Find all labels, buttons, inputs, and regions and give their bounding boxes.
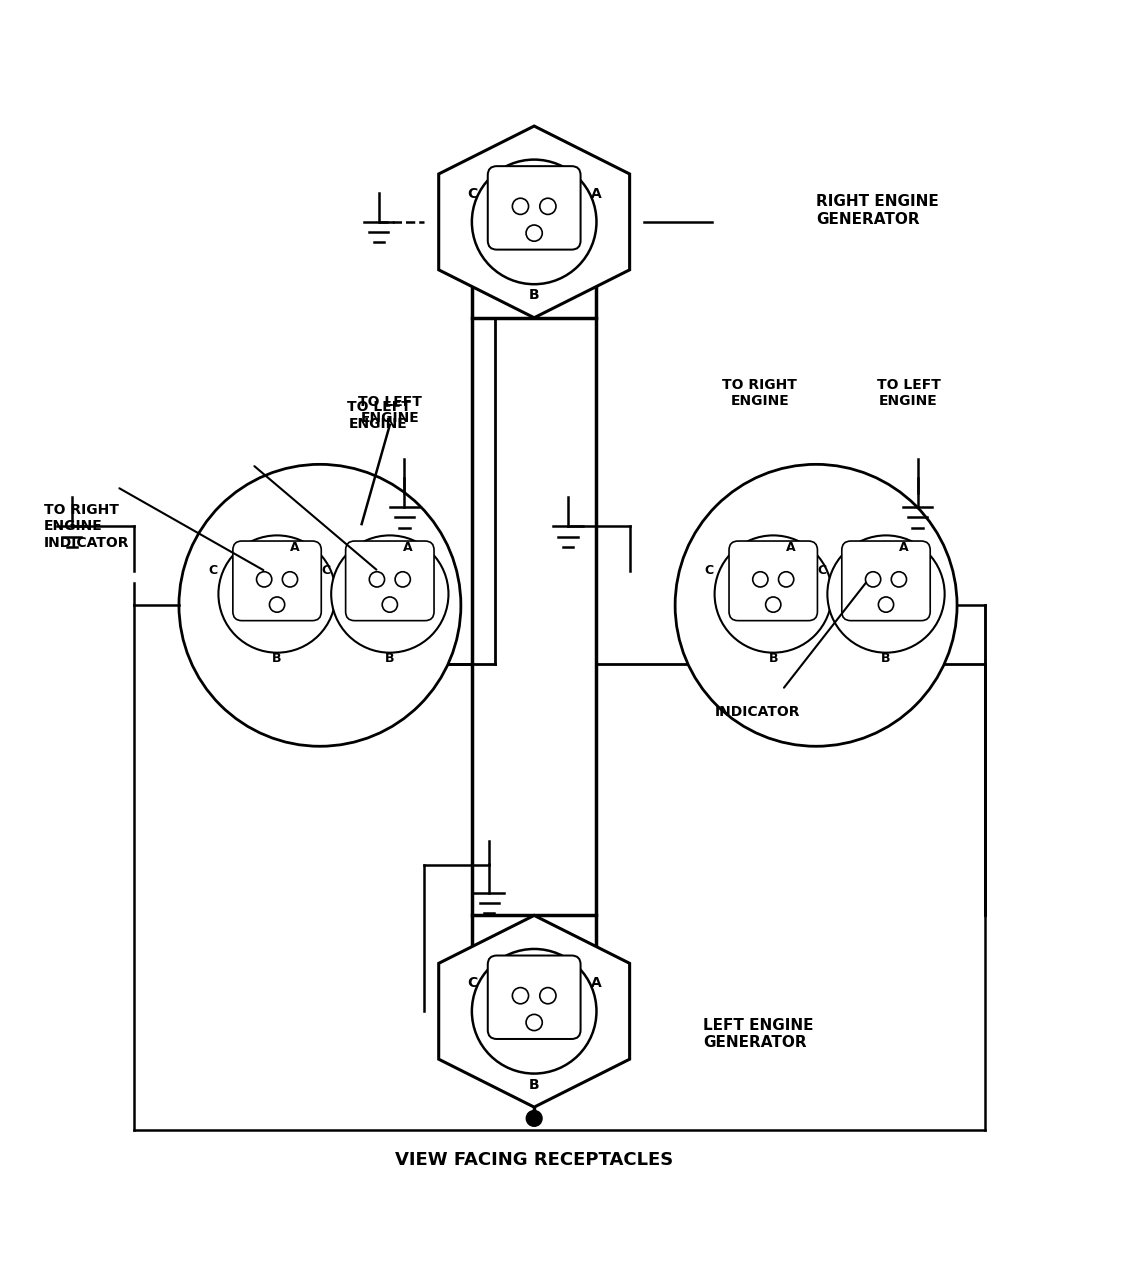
- Circle shape: [766, 597, 780, 612]
- Circle shape: [526, 1110, 542, 1126]
- Circle shape: [471, 949, 596, 1073]
- FancyBboxPatch shape: [842, 541, 930, 621]
- Circle shape: [512, 198, 528, 214]
- Polygon shape: [438, 125, 629, 318]
- Circle shape: [179, 464, 461, 746]
- Circle shape: [778, 571, 794, 587]
- Circle shape: [827, 536, 945, 653]
- Text: B: B: [529, 1077, 540, 1092]
- Text: A: A: [591, 186, 602, 200]
- Circle shape: [512, 987, 528, 1003]
- Circle shape: [269, 597, 285, 612]
- Text: B: B: [273, 653, 282, 665]
- Text: B: B: [882, 653, 891, 665]
- Circle shape: [866, 571, 880, 587]
- Circle shape: [369, 571, 385, 587]
- FancyBboxPatch shape: [487, 166, 580, 250]
- Text: A: A: [786, 541, 795, 554]
- Text: TO LEFT
ENGINE: TO LEFT ENGINE: [346, 400, 410, 431]
- Circle shape: [892, 571, 907, 587]
- FancyBboxPatch shape: [487, 955, 580, 1039]
- Circle shape: [540, 198, 556, 214]
- FancyBboxPatch shape: [729, 541, 818, 621]
- Text: LEFT ENGINE
GENERATOR: LEFT ENGINE GENERATOR: [703, 1017, 813, 1050]
- Text: C: C: [208, 564, 217, 576]
- Text: RIGHT ENGINE
GENERATOR: RIGHT ENGINE GENERATOR: [816, 194, 938, 227]
- Text: TO LEFT
ENGINE: TO LEFT ENGINE: [358, 395, 421, 424]
- Text: C: C: [817, 564, 826, 576]
- Circle shape: [332, 536, 449, 653]
- Circle shape: [382, 597, 398, 612]
- FancyBboxPatch shape: [233, 541, 321, 621]
- Circle shape: [257, 571, 272, 587]
- Text: C: C: [321, 564, 331, 576]
- Text: C: C: [704, 564, 713, 576]
- Text: INDICATOR: INDICATOR: [715, 706, 800, 720]
- Text: C: C: [467, 976, 477, 990]
- Circle shape: [715, 536, 832, 653]
- Circle shape: [526, 1015, 542, 1030]
- Text: B: B: [385, 653, 394, 665]
- Circle shape: [218, 536, 336, 653]
- Circle shape: [753, 571, 768, 587]
- Circle shape: [283, 571, 298, 587]
- Text: A: A: [591, 976, 602, 990]
- Circle shape: [540, 987, 556, 1003]
- Text: TO RIGHT
ENGINE
INDICATOR: TO RIGHT ENGINE INDICATOR: [43, 503, 130, 550]
- Text: VIEW FACING RECEPTACLES: VIEW FACING RECEPTACLES: [395, 1152, 674, 1169]
- Circle shape: [471, 160, 596, 284]
- Text: B: B: [768, 653, 778, 665]
- Text: B: B: [529, 288, 540, 303]
- Circle shape: [878, 597, 894, 612]
- Text: A: A: [899, 541, 909, 554]
- FancyBboxPatch shape: [345, 541, 434, 621]
- Text: C: C: [467, 186, 477, 200]
- Circle shape: [526, 226, 542, 241]
- Text: TO RIGHT
ENGINE: TO RIGHT ENGINE: [722, 378, 797, 408]
- Polygon shape: [438, 916, 629, 1107]
- Text: A: A: [290, 541, 300, 554]
- Circle shape: [395, 571, 410, 587]
- Text: TO LEFT
ENGINE: TO LEFT ENGINE: [877, 378, 941, 408]
- Text: A: A: [402, 541, 412, 554]
- Circle shape: [675, 464, 957, 746]
